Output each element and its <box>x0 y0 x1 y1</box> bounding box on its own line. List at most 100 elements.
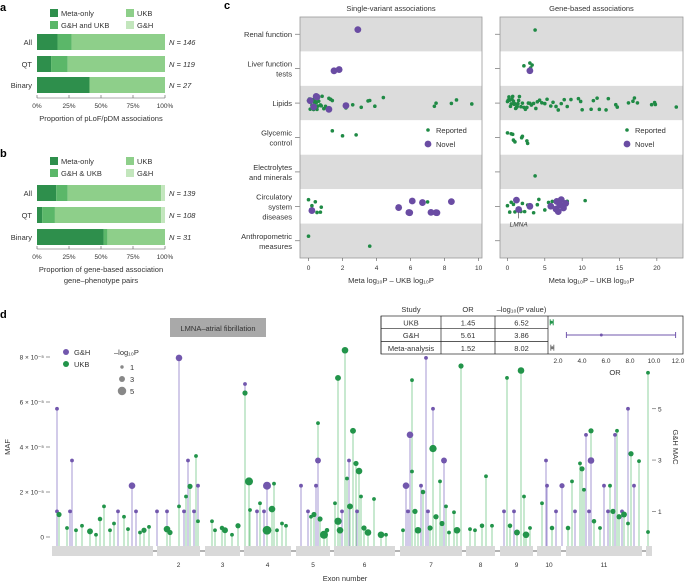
table-cell-study: Meta-analysis <box>388 344 435 353</box>
x-axis-label: Meta log₁₀P – UKB log₁₀P <box>348 276 434 285</box>
legend-novel-marker <box>623 140 631 148</box>
bar-segment <box>71 34 165 50</box>
bar-segment <box>107 229 165 245</box>
novel-point <box>325 105 333 113</box>
reported-point <box>525 105 529 110</box>
panel-label-c: c <box>224 0 230 12</box>
novel-point <box>342 102 350 109</box>
ukb-variant-point <box>414 526 422 534</box>
gh-variant-point <box>55 406 59 411</box>
gh-variant-point <box>70 458 74 463</box>
x-tick-label: 50% <box>94 103 107 110</box>
panel-title: Single-variant associations <box>346 4 435 13</box>
y-tick-label: 6 × 10⁻⁵ <box>20 400 45 407</box>
ukb-variant-point <box>336 526 344 534</box>
ukb-variant-point <box>429 444 437 453</box>
x-axis-label: gene–phenotype pairs <box>64 276 138 285</box>
gh-variant-point <box>613 432 617 437</box>
reported-point <box>354 133 358 137</box>
ukb-variant-point <box>108 528 112 533</box>
x-tick-label: 25% <box>62 254 75 261</box>
reported-point <box>319 104 324 108</box>
legend-swatch <box>126 157 134 165</box>
gh-variant-point <box>431 406 435 411</box>
reported-point <box>350 103 355 107</box>
gh-variant-point <box>584 432 588 437</box>
reported-point <box>509 102 514 106</box>
exon-label: 9 <box>515 562 519 569</box>
gh-variant-point <box>402 482 410 490</box>
reported-point <box>604 108 608 112</box>
ukb-variant-point <box>65 526 69 530</box>
legend-label: G&H <box>137 169 153 178</box>
reported-point <box>653 102 658 107</box>
legend-label: G&H and UKB <box>61 21 109 30</box>
legend-size-title: –log₁₀P <box>114 348 139 357</box>
gh-variant-point <box>606 509 610 514</box>
novel-point <box>447 198 455 205</box>
table-cell-logp: 3.86 <box>514 331 529 340</box>
panel-b-bar-chart: Meta-only G&H & UKB UKB G&H All N = 139 QT N = … <box>11 157 196 285</box>
ukb-variant-point <box>458 363 464 369</box>
ukb-variant-point <box>582 487 586 492</box>
ukb-variant-point <box>427 525 433 531</box>
reported-point <box>425 200 430 204</box>
legend-reported-marker <box>625 128 629 132</box>
gh-variant-point <box>512 509 516 514</box>
novel-point <box>526 202 534 210</box>
ukb-variant-point <box>335 374 341 381</box>
legend-swatch <box>50 157 58 165</box>
ukb-variant-point <box>484 474 488 479</box>
ukb-variant-point <box>333 501 337 506</box>
novel-point <box>547 202 555 210</box>
title-box <box>170 318 266 337</box>
y-tick-label: 0 <box>40 535 44 542</box>
ukb-variant-point <box>490 523 494 528</box>
forest-tick-label: 8.0 <box>625 358 634 365</box>
table-cell-logp: 8.02 <box>514 344 529 353</box>
legend-size-marker <box>119 376 125 382</box>
category-label: Anthropometric <box>241 232 292 241</box>
chart-title: LMNA–atrial fibrillation <box>180 324 255 333</box>
ukb-variant-point <box>284 523 288 528</box>
gh-variant-point <box>441 457 447 464</box>
reported-point <box>533 174 537 178</box>
x-tick-label: 20 <box>653 265 661 272</box>
ukb-variant-point <box>528 526 532 530</box>
legend-label: UKB <box>74 360 89 369</box>
ukb-variant-point <box>505 376 509 380</box>
legend-label: Novel <box>436 140 456 149</box>
table-cell-or: 1.52 <box>461 344 476 353</box>
legend-ukb-marker <box>63 361 69 367</box>
reported-point <box>519 104 523 109</box>
reported-point <box>340 134 345 138</box>
table-cell-study: UKB <box>403 319 418 328</box>
legend-novel-marker <box>424 140 432 148</box>
gh-variant-point <box>602 483 606 488</box>
n-label: N = 119 <box>169 60 196 69</box>
ukb-variant-point <box>384 532 388 537</box>
exon-block <box>400 546 462 556</box>
exon-block <box>157 546 200 556</box>
reported-point <box>511 202 516 207</box>
panel-label-a: a <box>0 2 7 14</box>
ukb-variant-point <box>213 528 217 533</box>
ukb-variant-point <box>372 497 376 501</box>
category-label: Glycemic <box>261 129 292 138</box>
ukb-variant-point <box>350 427 356 434</box>
reported-point <box>534 106 538 111</box>
ukb-variant-point <box>194 454 198 458</box>
reported-point <box>469 102 474 106</box>
ukb-variant-point <box>473 528 477 533</box>
reported-point <box>543 101 547 106</box>
x-tick-label: 75% <box>126 254 139 261</box>
ukb-variant-point <box>102 504 106 509</box>
reported-point <box>533 28 537 32</box>
reported-point <box>320 94 324 99</box>
ukb-variant-point <box>608 483 612 488</box>
ukb-variant-point <box>452 510 456 515</box>
reported-point <box>543 208 547 212</box>
ukb-variant-point <box>621 511 627 518</box>
reported-point <box>632 96 637 100</box>
gh-variant-point <box>632 483 636 488</box>
